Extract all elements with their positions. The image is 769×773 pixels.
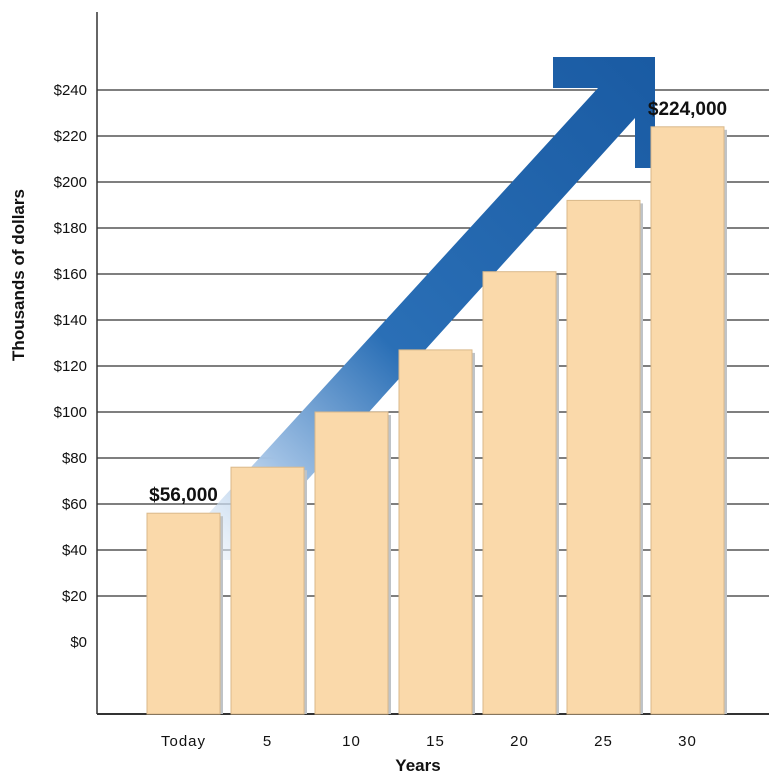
y-tick-label: $140 [54,312,87,329]
y-tick-label: $40 [62,542,87,559]
y-tick-label: $0 [70,634,87,651]
x-tick-label: 15 [426,733,445,750]
y-tick-label: $180 [54,220,87,237]
y-tick-label: $80 [62,450,87,467]
x-tick-label: 20 [510,733,529,750]
bar [482,271,557,715]
bar [314,411,389,715]
y-tick-label: $100 [54,404,87,421]
x-tick-label: Today [161,733,206,750]
x-tick-label: 5 [263,733,272,750]
y-tick-label: $220 [54,128,87,145]
x-tick-label: 10 [342,733,361,750]
y-axis-title: Thousands of dollars [9,189,28,361]
growth-arrow [160,57,655,560]
y-tick-label: $120 [54,358,87,375]
bar [230,466,305,715]
bar [566,199,641,715]
data-label: $56,000 [149,485,218,506]
data-labels: $56,000 $224,000 [149,99,727,506]
bar [398,349,473,715]
y-tick-labels: $0 $20 $40 $60 $80 $100 $120 $140 $160 $180 $200 $2… [54,82,87,651]
y-tick-label: $20 [62,588,87,605]
y-tick-label: $160 [54,266,87,283]
x-tick-label: 30 [678,733,697,750]
bar [650,126,725,715]
bar [146,512,221,715]
x-tick-label: 25 [594,733,613,750]
bars [146,126,727,715]
y-tick-label: $240 [54,82,87,99]
data-label: $224,000 [648,99,727,120]
x-axis-title: Years [395,756,440,773]
y-tick-label: $60 [62,496,87,513]
x-tick-labels: Today 5 10 15 20 25 30 [161,733,697,750]
y-tick-label: $200 [54,174,87,191]
